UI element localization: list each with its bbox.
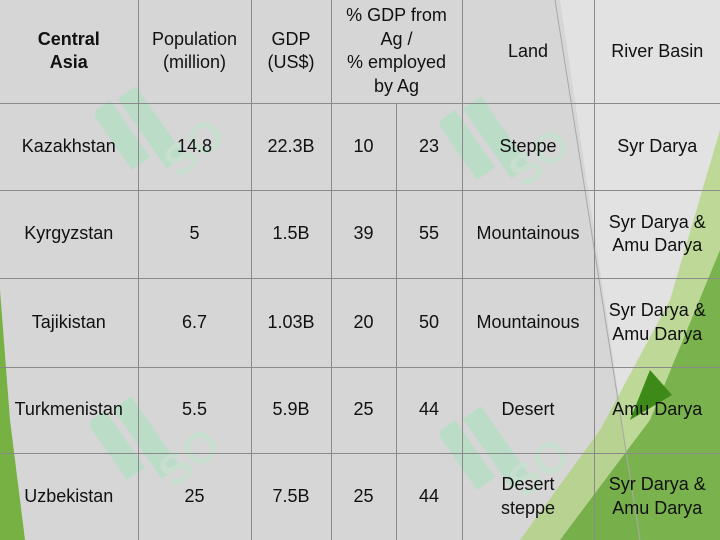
header-row: Central Asia Population (million) GDP (U… [0,0,720,104]
river-cell: Amu Darya [593,366,720,454]
land-cell: Mountainous [461,277,595,368]
land-cell: Steppe [461,102,595,191]
country-cell: Uzbekistan [0,452,139,540]
table-row: Turkmenistan 5.5 5.9B 25 44 Desert Amu D… [0,366,720,454]
header-population: Population (million) [137,0,252,104]
header-land: Land [461,0,595,104]
table-row: Tajikistan 6.7 1.03B 20 50 Mountainous S… [0,277,720,368]
gdp-ag-cell: 25 [330,366,397,454]
population-cell: 5.5 [137,366,252,454]
table-row: Kazakhstan 14.8 22.3B 10 23 Steppe Syr D… [0,102,720,191]
river-cell: Syr Darya & Amu Darya [593,277,720,368]
employed-ag-cell: 44 [395,452,463,540]
land-cell: Mountainous [461,189,595,279]
table-row: Uzbekistan 25 7.5B 25 44 Desert steppe S… [0,452,720,540]
header-river-basin: River Basin [593,0,720,104]
gdp-cell: 1.03B [250,277,332,368]
gdp-ag-cell: 39 [330,189,397,279]
river-cell: Syr Darya & Amu Darya [593,452,720,540]
gdp-ag-cell: 20 [330,277,397,368]
header-gdp: GDP (US$) [250,0,332,104]
population-cell: 6.7 [137,277,252,368]
land-cell: Desert [461,366,595,454]
river-cell: Syr Darya [593,102,720,191]
land-cell: Desert steppe [461,452,595,540]
gdp-cell: 22.3B [250,102,332,191]
population-cell: 5 [137,189,252,279]
gdp-cell: 5.9B [250,366,332,454]
employed-ag-cell: 44 [395,366,463,454]
table-row: Kyrgyzstan 5 1.5B 39 55 Mountainous Syr … [0,189,720,279]
population-cell: 25 [137,452,252,540]
country-cell: Kyrgyzstan [0,189,139,279]
country-cell: Turkmenistan [0,366,139,454]
river-cell: Syr Darya & Amu Darya [593,189,720,279]
country-cell: Tajikistan [0,277,139,368]
employed-ag-cell: 50 [395,277,463,368]
country-cell: Kazakhstan [0,102,139,191]
gdp-cell: 1.5B [250,189,332,279]
population-cell: 14.8 [137,102,252,191]
employed-ag-cell: 23 [395,102,463,191]
gdp-ag-cell: 25 [330,452,397,540]
gdp-ag-cell: 10 [330,102,397,191]
gdp-cell: 7.5B [250,452,332,540]
header-ag: % GDP from Ag / % employed by Ag [330,0,463,104]
employed-ag-cell: 55 [395,189,463,279]
table-title: Central Asia [0,0,139,104]
